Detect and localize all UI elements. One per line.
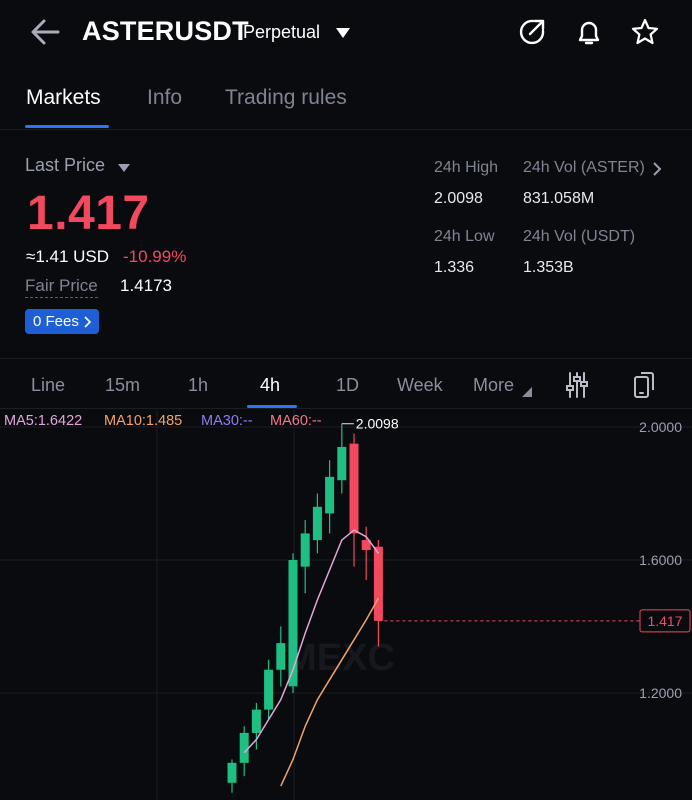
candle-up <box>288 553 298 693</box>
high-value: 2.0098 <box>434 190 483 207</box>
low-label: 24h Low <box>434 228 495 245</box>
candle-body <box>325 476 335 514</box>
fair-price-value: 1.4173 <box>120 276 172 295</box>
low-value: 1.336 <box>434 259 475 276</box>
fair-price-label[interactable]: Fair Price <box>25 276 98 298</box>
top-bar: ASTERUSDT Perpetual <box>0 0 692 66</box>
interval-4h[interactable]: 4h <box>260 375 281 395</box>
interval-more[interactable]: More <box>473 375 515 395</box>
last-price-label[interactable]: Last Price <box>25 155 106 175</box>
candle-body <box>288 560 298 687</box>
fees-label: 0 Fees <box>33 313 79 330</box>
vol-quote-label: 24h Vol (USDT) <box>523 228 636 245</box>
usd-value: ≈1.41 USD <box>26 247 110 266</box>
ma10-line <box>280 597 380 787</box>
candle-up <box>264 659 274 720</box>
chevron-down-icon[interactable] <box>334 26 352 40</box>
more-corner-icon <box>522 384 532 402</box>
candle-body <box>276 643 286 670</box>
candle-down <box>361 526 371 580</box>
share-icon[interactable] <box>516 16 548 48</box>
interval-1d[interactable]: 1D <box>336 375 360 395</box>
y-tick-label: 2.0000 <box>639 419 682 435</box>
ma10-label: MA10:1.485 <box>104 413 183 429</box>
y-axis: 2.0000 1.6000 1.2000 <box>639 419 682 701</box>
symbol-title[interactable]: ASTERUSDT <box>82 16 249 46</box>
last-price-marker: 1.417 <box>647 613 682 629</box>
vol-base-label[interactable]: 24h Vol (ASTER) <box>523 159 645 176</box>
interval-1h[interactable]: 1h <box>188 375 209 395</box>
candle-body <box>239 732 249 763</box>
bell-icon[interactable] <box>573 16 605 48</box>
candle-body <box>373 546 383 621</box>
ma30-label: MA30:-- <box>201 413 253 429</box>
candle-body <box>227 762 237 783</box>
candle-up <box>276 626 286 687</box>
candlestick-chart[interactable]: MEXC 2.0000 1.6000 1.2000 2.0098 1.417 <box>0 410 692 800</box>
active-tab-indicator <box>25 125 109 128</box>
tab-markets[interactable]: Markets <box>26 86 101 109</box>
candle-up <box>300 520 310 594</box>
ma60-label: MA60:-- <box>270 413 322 429</box>
star-icon[interactable] <box>629 16 661 48</box>
vol-quote-value: 1.353B <box>523 259 574 276</box>
candle-body <box>337 446 347 481</box>
vol-base-value: 831.058M <box>523 190 595 207</box>
chevron-right-icon <box>84 315 91 328</box>
candle-down <box>373 540 383 647</box>
interval-week[interactable]: Week <box>397 375 443 395</box>
interval-line[interactable]: Line <box>31 375 66 395</box>
tabs-divider <box>0 129 692 130</box>
candle-down <box>349 433 359 567</box>
ma5-line <box>243 529 380 754</box>
high-marker-label: 2.0098 <box>356 416 399 432</box>
candle-body <box>251 709 261 733</box>
indicator-settings-icon[interactable] <box>565 371 589 404</box>
candle-body <box>264 669 274 710</box>
candle-up <box>251 702 261 750</box>
candle-up <box>227 759 237 793</box>
last-price-box <box>639 609 691 633</box>
last-price: 1.417 <box>27 187 150 240</box>
interval-divider <box>0 408 692 409</box>
interval-15m[interactable]: 15m <box>105 375 141 395</box>
tab-trading-rules[interactable]: Trading rules <box>225 86 347 109</box>
candle-up <box>325 460 335 534</box>
back-arrow-icon[interactable] <box>26 14 66 50</box>
chevron-down-icon[interactable] <box>117 160 131 172</box>
candle-body <box>300 533 310 567</box>
fees-button[interactable]: 0 Fees <box>25 309 99 334</box>
chevron-right-icon[interactable] <box>652 161 662 182</box>
active-interval-indicator <box>247 405 297 408</box>
price-change: -10.99% <box>123 247 187 266</box>
candles <box>227 423 383 793</box>
high-label: 24h High <box>434 159 499 176</box>
candle-up <box>337 423 347 494</box>
ma5-label: MA5:1.6422 <box>4 413 83 429</box>
y-tick-label: 1.6000 <box>639 552 682 568</box>
rotate-screen-icon[interactable] <box>632 370 656 405</box>
candle-up <box>312 493 322 554</box>
chart-markers: 2.0098 1.417 <box>341 416 691 633</box>
candle-body <box>312 506 322 541</box>
candle-body <box>361 540 371 551</box>
tab-info[interactable]: Info <box>147 86 183 109</box>
y-tick-label: 1.2000 <box>639 685 682 701</box>
mexc-watermark: MEXC <box>285 637 395 679</box>
candle-up <box>239 726 249 777</box>
section-divider <box>0 358 692 359</box>
candle-body <box>349 443 359 534</box>
contract-type[interactable]: Perpetual <box>243 22 321 42</box>
